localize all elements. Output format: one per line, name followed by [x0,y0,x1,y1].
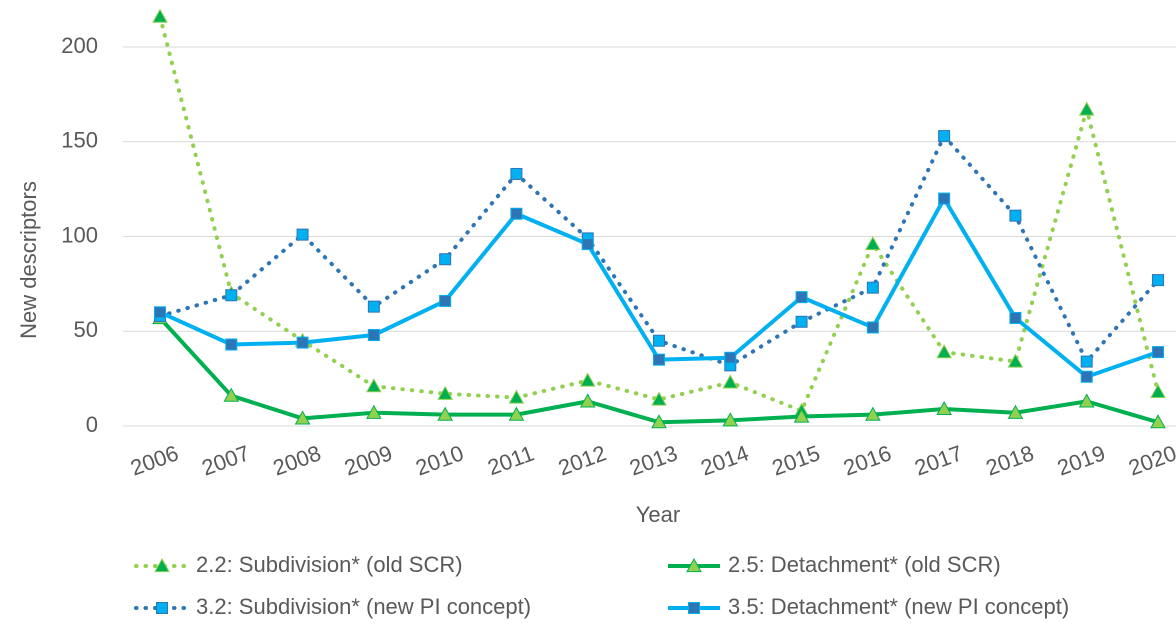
x-tick-label: 2009 [341,440,396,480]
data-point [225,289,238,302]
data-point [722,412,739,427]
data-point [865,406,881,421]
data-point [1007,353,1024,368]
data-point [653,353,665,366]
legend-item: 3.2: Subdivision* (new PI concept) [134,594,531,619]
data-point [510,167,523,180]
x-tick-label: 2014 [697,440,752,480]
data-point [866,281,879,294]
legend-label: 2.2: Subdivision* (old SCR) [196,552,463,577]
data-point [653,334,665,347]
legend-marker [686,557,702,573]
legend-marker [688,602,700,614]
data-point [1150,383,1166,398]
x-tick-label: 2018 [983,440,1038,480]
legend-marker [156,602,168,614]
x-tick-label: 2010 [412,440,467,480]
data-point [795,315,808,328]
data-point [225,338,238,351]
x-tick-label: 2020 [1125,440,1176,480]
data-point [865,236,881,251]
data-point [366,404,382,419]
legend-item: 2.2: Subdivision* (old SCR) [134,552,463,577]
data-point [1080,355,1093,368]
series-line [158,14,1160,414]
data-point [152,8,168,23]
data-point [437,406,453,421]
x-tick-label: 2012 [555,440,610,480]
data-point [508,389,525,404]
x-tick-label: 2006 [127,440,182,480]
x-tick-label: 2015 [769,440,824,480]
data-point [1150,414,1166,429]
x-tick-label: 2017 [911,440,966,480]
data-point [223,387,240,402]
data-point [936,344,952,359]
series-line [159,196,1159,379]
data-point [439,253,452,266]
legend-item: 3.5: Detachment* (new PI concept) [668,594,1069,619]
data-point [296,228,309,241]
x-tick-label: 2016 [840,440,895,480]
data-point [1009,209,1022,222]
data-point [1080,370,1093,383]
data-point [651,414,667,429]
y-tick-label: 150 [61,128,98,153]
y-tick-label: 200 [61,33,98,58]
data-point [366,378,382,393]
legend-item: 2.5: Detachment* (old SCR) [668,552,1001,577]
data-point [579,393,596,408]
y-axis-title: New descriptors [16,181,41,339]
x-axis-title: Year [636,502,680,527]
x-tick-label: 2007 [198,440,253,480]
data-point [367,300,380,313]
data-point [724,351,737,364]
data-point [938,192,951,205]
legend-label: 3.5: Detachment* (new PI concept) [728,594,1069,619]
data-point [508,406,525,421]
legend-label: 2.5: Detachment* (old SCR) [728,552,1001,577]
data-point [437,385,453,400]
data-point [579,372,596,387]
data-point [439,294,452,307]
legend-label: 3.2: Subdivision* (new PI concept) [196,594,531,619]
data-point [938,130,951,143]
series-line [158,316,1159,425]
data-point [1152,346,1164,359]
data-point [651,391,667,406]
data-point [367,329,380,342]
x-tick-label: 2013 [626,440,681,480]
data-point [1009,311,1022,324]
data-point [795,291,808,304]
y-tick-label: 0 [86,412,98,437]
data-point [866,321,879,334]
data-point [296,336,309,349]
x-tick-label: 2008 [270,440,325,480]
data-point [1007,404,1024,419]
y-tick-label: 100 [61,222,98,247]
data-point [1078,101,1095,116]
data-point [1152,274,1164,287]
x-tick-label: 2019 [1054,440,1109,480]
data-point [793,408,810,423]
x-tick-label: 2011 [484,441,537,481]
data-point [154,306,166,319]
legend-marker [154,557,170,573]
data-point [581,238,594,251]
y-tick-label: 50 [74,317,98,342]
data-point [722,374,739,389]
data-point [294,410,311,425]
data-point [510,207,523,220]
series-line [158,132,1160,368]
data-point [1078,393,1095,408]
data-point [936,400,952,416]
